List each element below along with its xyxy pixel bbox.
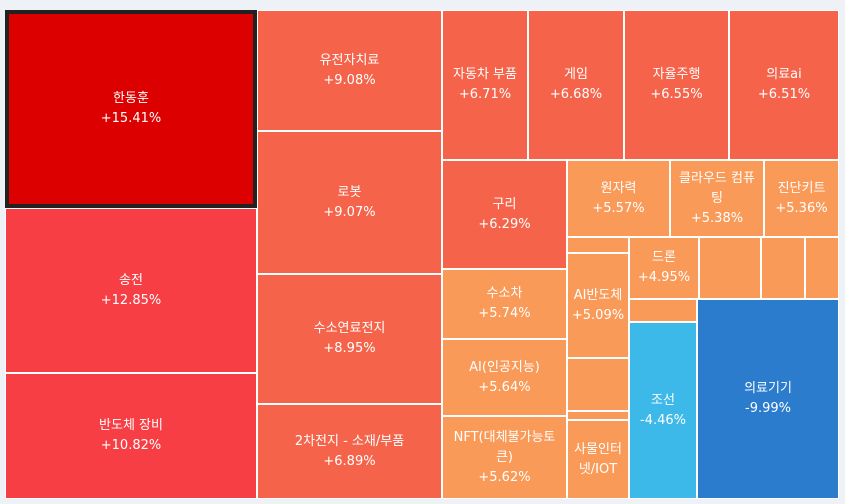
- tile-unlabeled-25[interactable]: [761, 237, 805, 299]
- tile-게임[interactable]: 게임 +6.68%: [528, 10, 624, 160]
- tile-unlabeled-29[interactable]: [567, 411, 629, 420]
- tile-change-value: +6.29%: [478, 216, 531, 232]
- tile-change-value: +4.95%: [637, 270, 691, 285]
- tile-unlabeled-23[interactable]: [567, 237, 629, 253]
- tile-change-value: +6.71%: [458, 87, 512, 102]
- tile-ai-인공지능[interactable]: AI(인공지능) +5.64%: [442, 339, 567, 416]
- tile-label: 클라우드 컴퓨팅: [679, 170, 755, 206]
- tile-change-value: +5.62%: [478, 469, 531, 485]
- tile-label: 2차전지 - 소재/부품: [294, 433, 405, 449]
- tile-change-value: +8.95%: [323, 341, 376, 356]
- tile-드론[interactable]: 드론 +4.95%: [629, 237, 699, 299]
- tile-label: 송전: [119, 272, 143, 288]
- tile-ai반도체[interactable]: AI반도체 +5.09%: [567, 253, 629, 358]
- tile-change-value: +5.57%: [592, 200, 645, 216]
- tile-의료기기[interactable]: 의료기기 -9.99%: [697, 299, 839, 499]
- tile-label: 자동차 부품: [453, 67, 517, 82]
- tile-unlabeled-27[interactable]: [629, 299, 697, 322]
- tile-change-value: +15.41%: [100, 111, 162, 126]
- tile-nft-대체불가능토큰[interactable]: NFT(대체불가능토큰) +5.62%: [442, 416, 567, 499]
- tile-진단키트[interactable]: 진단키트 +5.36%: [764, 160, 839, 237]
- tile-label: AI(인공지능): [469, 359, 540, 375]
- tile-자율주행[interactable]: 자율주행 +6.55%: [624, 10, 729, 160]
- tile-label: AI반도체: [573, 287, 623, 303]
- tile-원자력[interactable]: 원자력 +5.57%: [567, 160, 670, 237]
- tile-송전[interactable]: 송전 +12.85%: [5, 208, 257, 373]
- tile-label: 유전자치료: [319, 52, 380, 68]
- tile-change-value: +10.82%: [100, 438, 162, 453]
- tile-label: 의료기기: [744, 381, 792, 396]
- tile-클라우드-컴퓨팅[interactable]: 클라우드 컴퓨팅 +5.38%: [670, 160, 764, 237]
- tile-조선[interactable]: 조선 -4.46%: [629, 322, 697, 499]
- tile-label: 의료ai: [766, 67, 802, 82]
- tile-change-value: -9.99%: [745, 401, 791, 416]
- tile-로봇[interactable]: 로봇 +9.07%: [257, 131, 442, 274]
- tile-2차전지-소재-부품[interactable]: 2차전지 - 소재/부품 +6.89%: [257, 404, 442, 499]
- tile-수소차[interactable]: 수소차 +5.74%: [442, 269, 567, 339]
- tile-반도체-장비[interactable]: 반도체 장비 +10.82%: [5, 373, 257, 499]
- tile-사물인터넷-iot[interactable]: 사물인터넷/IOT: [567, 420, 629, 499]
- tile-수소연료전지[interactable]: 수소연료전지 +8.95%: [257, 274, 442, 404]
- tile-change-value: +6.89%: [323, 453, 376, 469]
- tile-의료ai[interactable]: 의료ai +6.51%: [729, 10, 839, 160]
- tile-change-value: +6.51%: [757, 87, 811, 102]
- tile-label: 게임: [564, 67, 588, 82]
- tile-unlabeled-26[interactable]: [805, 237, 839, 299]
- tile-unlabeled-28[interactable]: [567, 358, 629, 411]
- tile-change-value: +9.08%: [323, 72, 376, 88]
- tile-label: 원자력: [600, 180, 637, 196]
- tile-label: 구리: [492, 196, 517, 212]
- tile-한동훈[interactable]: 한동훈 +15.41%: [5, 10, 257, 208]
- tile-label: 한동훈: [113, 91, 149, 106]
- tile-label: 반도체 장비: [99, 418, 163, 433]
- tile-change-value: -4.46%: [640, 412, 686, 428]
- tile-label: 로봇: [337, 184, 362, 200]
- tile-label: NFT(대체불가능토큰): [453, 429, 556, 465]
- tile-change-value: +5.64%: [478, 379, 531, 395]
- tile-change-value: +5.38%: [690, 210, 744, 226]
- tile-change-value: +5.74%: [478, 306, 531, 321]
- tile-자동차-부품[interactable]: 자동차 부품 +6.71%: [442, 10, 528, 160]
- tile-change-value: +9.07%: [323, 204, 376, 220]
- tile-label: 수소차: [486, 286, 523, 301]
- tile-change-value: +6.55%: [650, 87, 703, 102]
- tile-label: 자율주행: [652, 67, 701, 82]
- tile-label: 사물인터넷/IOT: [574, 441, 622, 477]
- tile-change-value: +5.36%: [775, 200, 828, 216]
- tile-구리[interactable]: 구리 +6.29%: [442, 160, 567, 269]
- tile-label: 수소연료전지: [313, 321, 386, 336]
- tile-label: 조선: [651, 392, 675, 408]
- tile-label: 드론: [652, 250, 676, 265]
- tile-unlabeled-24[interactable]: [699, 237, 761, 299]
- tile-change-value: +5.09%: [571, 307, 625, 323]
- tile-change-value: +6.68%: [549, 87, 603, 102]
- tile-유전자치료[interactable]: 유전자치료 +9.08%: [257, 10, 442, 131]
- tile-label: 진단키트: [777, 180, 826, 196]
- tile-change-value: +12.85%: [100, 292, 162, 308]
